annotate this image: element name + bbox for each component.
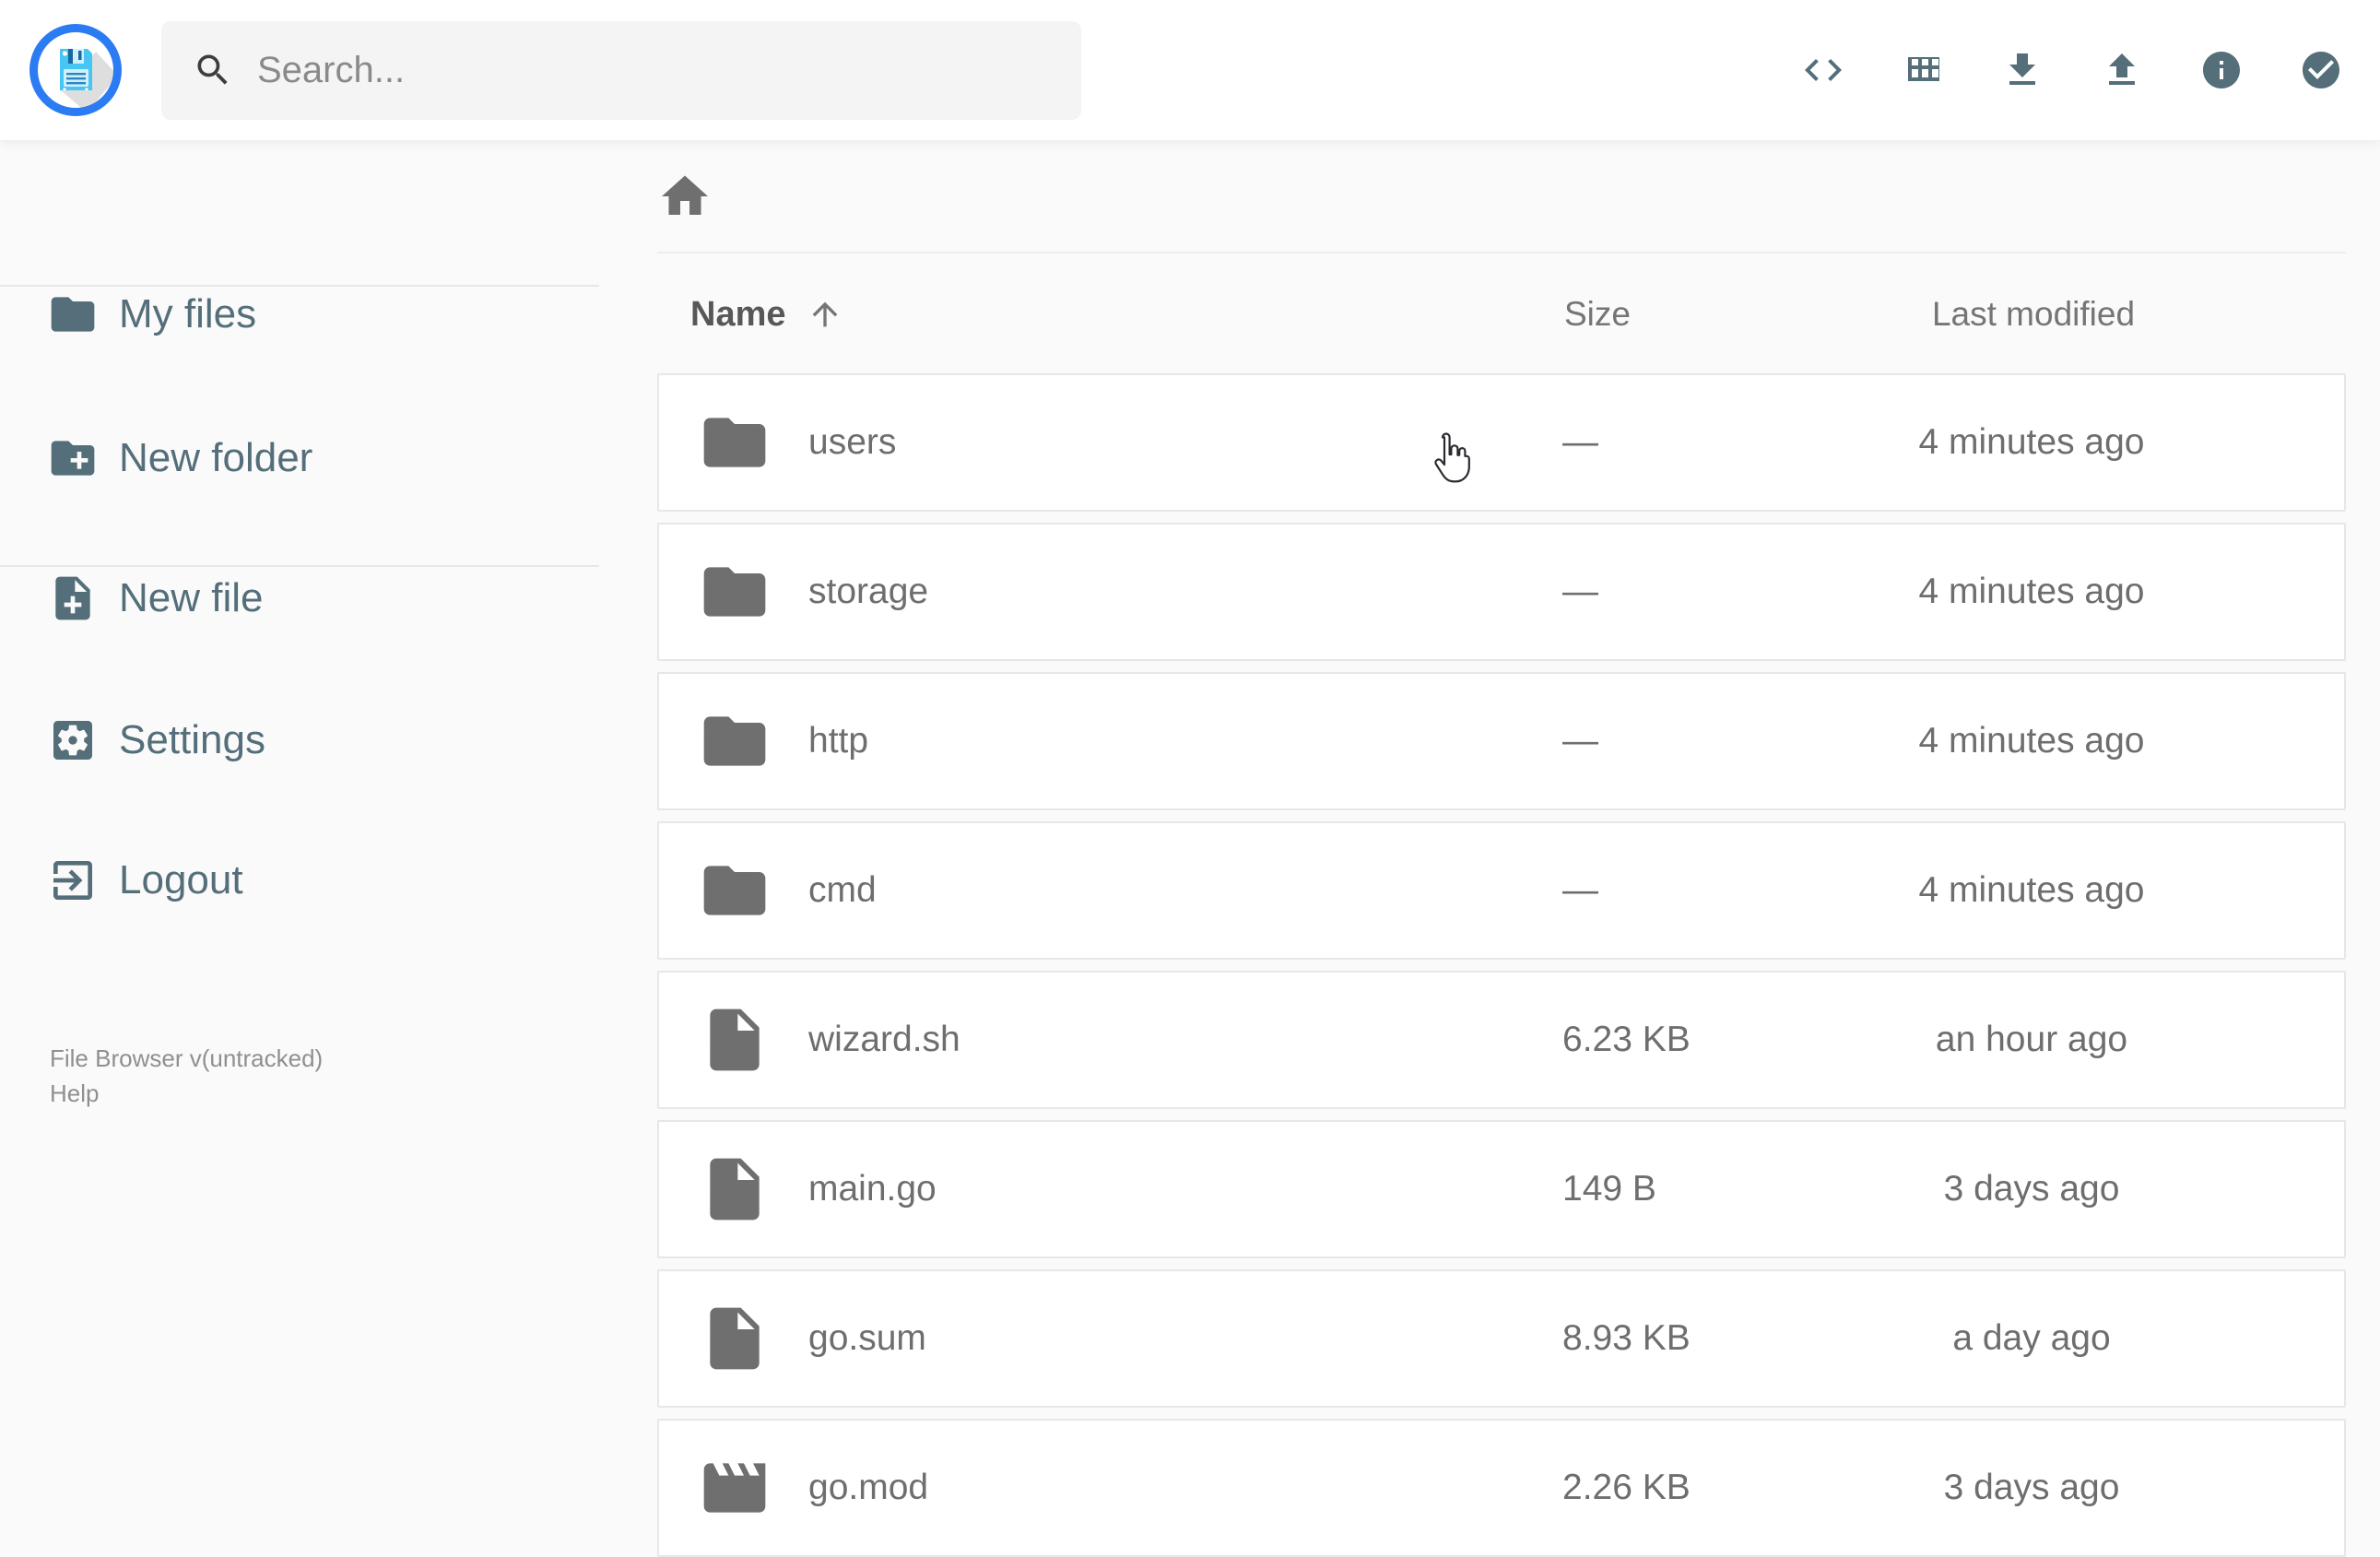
home-icon (657, 169, 713, 224)
file-name: main.go (808, 1169, 937, 1209)
folder-icon (47, 289, 99, 340)
folder-icon (698, 555, 772, 629)
sidebar-item-label: Settings (119, 717, 265, 762)
file-row-users[interactable]: users — 4 minutes ago (657, 373, 2346, 512)
folder-icon (698, 854, 772, 927)
file-plus-icon (47, 572, 99, 624)
file-row-storage[interactable]: storage — 4 minutes ago (657, 523, 2346, 661)
file-modified: 4 minutes ago (1918, 572, 2145, 611)
info-button[interactable] (2199, 48, 2244, 92)
file-name: go.sum (808, 1318, 926, 1358)
search-input[interactable] (257, 49, 1050, 91)
download-button[interactable] (2000, 48, 2044, 92)
sidebar-item-settings[interactable]: Settings (0, 702, 599, 779)
file-name: http (808, 721, 869, 761)
file-modified: 3 days ago (1943, 1468, 2120, 1507)
app-header (0, 0, 2380, 141)
file-icon (698, 1302, 772, 1375)
breadcrumb (657, 141, 2346, 252)
file-icon (698, 1003, 772, 1077)
check-circle-icon (2299, 48, 2343, 92)
file-modified: 3 days ago (1943, 1169, 2120, 1209)
file-size: 6.23 KB (1562, 1020, 1691, 1059)
sort-by-name-header[interactable]: Name (657, 295, 1564, 335)
header-actions (1801, 48, 2380, 92)
file-modified: an hour ago (1935, 1020, 2128, 1059)
column-header-name: Name (690, 294, 786, 334)
filebrowser-logo-icon (29, 24, 122, 116)
app-logo[interactable] (29, 24, 122, 116)
logout-icon (47, 855, 99, 906)
file-size: 2.26 KB (1562, 1468, 1691, 1507)
sidebar-item-label: My files (119, 291, 257, 336)
file-icon (698, 1152, 772, 1226)
select-multiple-button[interactable] (2299, 48, 2343, 92)
listing-divider (657, 252, 2346, 254)
file-row-main-go[interactable]: main.go 149 B 3 days ago (657, 1120, 2346, 1258)
search-bar[interactable] (161, 20, 1081, 120)
folder-icon (698, 704, 772, 778)
file-name: users (808, 422, 897, 462)
folder-icon (698, 406, 772, 479)
search-icon (193, 50, 233, 90)
sidebar-item-new-file[interactable]: New file (0, 560, 599, 637)
sidebar-footer: File Browser v(untracked) Help (50, 1043, 323, 1109)
breadcrumb-home-button[interactable] (657, 169, 713, 224)
app-version-text: File Browser v(untracked) (50, 1044, 324, 1072)
sidebar: My files New folder New file Settings Lo… (0, 141, 599, 1530)
file-name: cmd (808, 870, 877, 910)
sidebar-divider (0, 565, 599, 567)
sidebar-item-label: Logout (119, 857, 243, 902)
sidebar-divider (0, 285, 599, 287)
list-header: Name Size Last modified (657, 281, 2346, 348)
code-icon (1801, 48, 1845, 92)
folder-plus-icon (47, 432, 99, 484)
file-row-http[interactable]: http — 4 minutes ago (657, 672, 2346, 810)
file-row-go-sum[interactable]: go.sum 8.93 KB a day ago (657, 1269, 2346, 1408)
file-modified: 4 minutes ago (1918, 721, 2145, 761)
download-icon (2000, 48, 2044, 92)
file-rows: users — 4 minutes ago storage — 4 minute… (657, 373, 2346, 1557)
column-header-last-modified[interactable]: Last modified (1931, 295, 2136, 333)
sidebar-item-new-folder[interactable]: New folder (0, 419, 599, 497)
upload-icon (2100, 48, 2144, 92)
file-modified: 4 minutes ago (1918, 870, 2145, 910)
file-size: — (1562, 870, 1598, 910)
sort-ascending-icon (807, 296, 843, 333)
help-link[interactable]: Help (50, 1079, 100, 1107)
file-row-cmd[interactable]: cmd — 4 minutes ago (657, 821, 2346, 960)
file-size: — (1562, 422, 1598, 462)
file-row-wizard-sh[interactable]: wizard.sh 6.23 KB an hour ago (657, 971, 2346, 1109)
file-size: 149 B (1562, 1169, 1656, 1209)
sidebar-item-logout[interactable]: Logout (0, 842, 599, 919)
grid-view-icon (1901, 48, 1945, 92)
column-header-size[interactable]: Size (1564, 295, 1631, 333)
file-size: — (1562, 572, 1598, 611)
file-modified: a day ago (1952, 1318, 2111, 1358)
file-modified: 4 minutes ago (1918, 422, 2145, 462)
file-name: wizard.sh (808, 1020, 960, 1059)
info-icon (2199, 48, 2244, 92)
file-name: storage (808, 572, 929, 611)
movie-icon (698, 1451, 772, 1525)
sidebar-item-label: New file (119, 575, 264, 620)
file-name: go.mod (808, 1468, 929, 1507)
sidebar-item-label: New folder (119, 435, 313, 480)
switch-view-button[interactable] (1901, 48, 1945, 92)
raw-view-button[interactable] (1801, 48, 1845, 92)
upload-button[interactable] (2100, 48, 2144, 92)
sidebar-item-my-files[interactable]: My files (0, 276, 599, 353)
file-size: 8.93 KB (1562, 1318, 1691, 1358)
file-row-go-mod[interactable]: go.mod 2.26 KB 3 days ago (657, 1419, 2346, 1557)
file-size: — (1562, 721, 1598, 761)
file-listing-area: Name Size Last modified users — 4 minute… (599, 141, 2380, 1557)
settings-icon (47, 714, 99, 766)
